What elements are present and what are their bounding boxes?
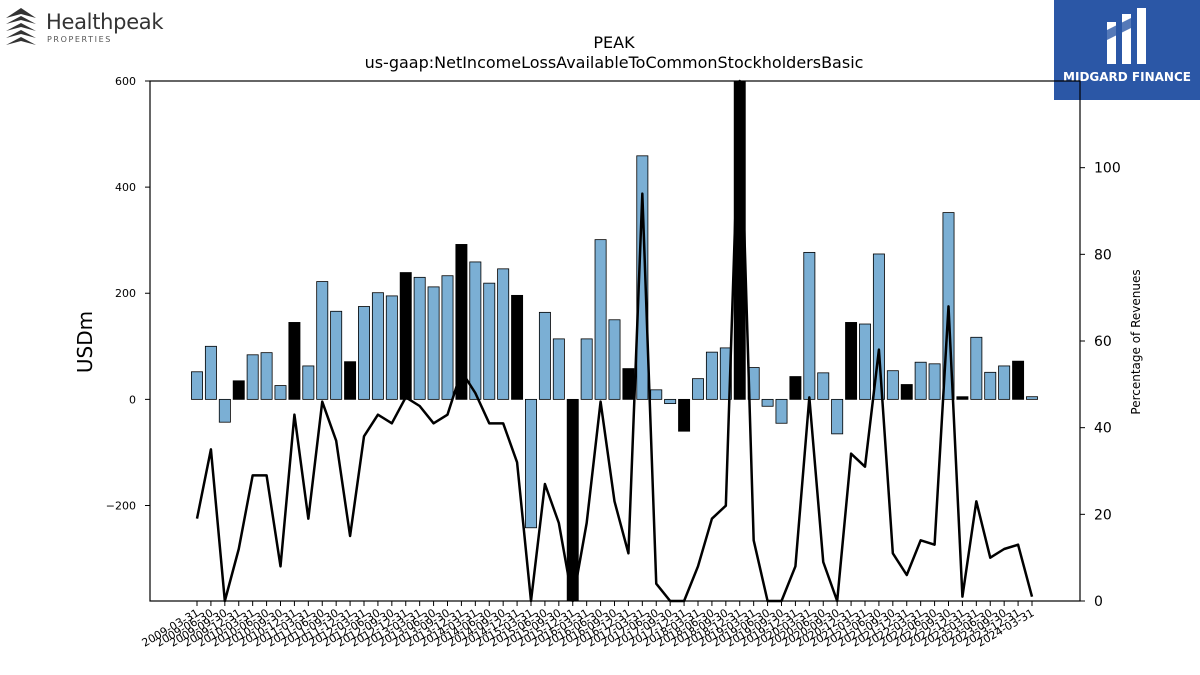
bar bbox=[886, 370, 899, 400]
bar bbox=[566, 398, 579, 602]
y2-tick-label: 40 bbox=[1094, 421, 1112, 437]
bar bbox=[260, 352, 273, 400]
bar bbox=[775, 398, 788, 424]
y-tick-label: −200 bbox=[106, 499, 136, 512]
bar bbox=[845, 322, 858, 400]
building-stack-icon bbox=[6, 8, 36, 45]
bar bbox=[483, 282, 496, 400]
ticks-layer: −20002004006000204060801002009-03-312009… bbox=[106, 75, 1121, 650]
bar bbox=[385, 295, 398, 400]
bar bbox=[525, 398, 537, 529]
bar bbox=[692, 378, 704, 400]
bar bbox=[204, 345, 217, 400]
bar bbox=[817, 372, 830, 400]
bar bbox=[191, 371, 203, 400]
bar bbox=[705, 351, 718, 400]
brand-name: Healthpeak bbox=[46, 10, 164, 34]
y2-tick-label: 60 bbox=[1094, 334, 1112, 350]
bar bbox=[580, 338, 593, 400]
bar bbox=[761, 398, 774, 407]
bar bbox=[413, 276, 426, 400]
bar bbox=[302, 365, 315, 400]
bar bbox=[914, 361, 927, 400]
bar bbox=[330, 310, 343, 400]
y-tick-label: 200 bbox=[115, 287, 136, 300]
midgard-finance-logo: MIDGARD FINANCE bbox=[1054, 0, 1200, 100]
y-axis-label: USDm bbox=[73, 311, 97, 373]
bar bbox=[636, 155, 649, 400]
bar bbox=[497, 268, 510, 400]
bars-layer bbox=[191, 80, 1038, 602]
y-tick-label: 600 bbox=[115, 75, 136, 88]
bar bbox=[956, 396, 969, 400]
y2-tick-label: 100 bbox=[1094, 161, 1121, 177]
bar bbox=[859, 323, 871, 400]
brand-subtitle: PROPERTIES bbox=[47, 35, 112, 44]
bar bbox=[1012, 360, 1025, 400]
y-tick-label: 400 bbox=[115, 181, 136, 194]
y2-tick-label: 0 bbox=[1094, 594, 1103, 610]
bar bbox=[650, 389, 663, 400]
bar bbox=[441, 275, 454, 400]
bar bbox=[358, 306, 370, 400]
bar bbox=[594, 239, 607, 400]
midgard-m-icon bbox=[1107, 8, 1146, 64]
bar bbox=[552, 338, 565, 400]
bar bbox=[664, 398, 677, 405]
bar bbox=[622, 368, 635, 400]
y-tick-label: 0 bbox=[129, 393, 136, 406]
bar bbox=[872, 253, 885, 400]
bar bbox=[344, 361, 357, 400]
revenue-percentage-line bbox=[195, 79, 1034, 603]
bar bbox=[371, 292, 384, 400]
bar bbox=[1026, 396, 1038, 400]
bar bbox=[998, 365, 1011, 400]
brand-right-name: MIDGARD FINANCE bbox=[1063, 70, 1191, 84]
bar bbox=[984, 371, 997, 400]
bar bbox=[274, 385, 287, 400]
bar bbox=[316, 281, 329, 400]
bar bbox=[427, 286, 440, 400]
bar bbox=[928, 363, 941, 400]
bar bbox=[803, 251, 816, 400]
bar bbox=[608, 319, 621, 400]
bar bbox=[678, 398, 691, 432]
bar bbox=[900, 384, 913, 400]
bar bbox=[232, 380, 245, 400]
bar bbox=[218, 398, 231, 423]
bar bbox=[511, 294, 524, 400]
chart-title: PEAK bbox=[593, 33, 635, 52]
bar bbox=[538, 311, 551, 400]
y2-tick-label: 80 bbox=[1094, 247, 1112, 263]
bar bbox=[455, 244, 468, 400]
bar bbox=[469, 261, 482, 400]
bar bbox=[288, 322, 301, 400]
bar bbox=[789, 376, 802, 400]
y2-tick-label: 20 bbox=[1094, 507, 1112, 523]
bar bbox=[399, 272, 412, 400]
y2-axis-label: Percentage of Revenues bbox=[1129, 269, 1143, 414]
bar bbox=[970, 336, 983, 400]
bar bbox=[246, 354, 259, 400]
bar bbox=[831, 398, 844, 435]
chart-subtitle: us-gaap:NetIncomeLossAvailableToCommonSt… bbox=[365, 53, 864, 72]
healthpeak-logo: Healthpeak PROPERTIES bbox=[4, 4, 164, 48]
line-layer bbox=[195, 79, 1034, 603]
